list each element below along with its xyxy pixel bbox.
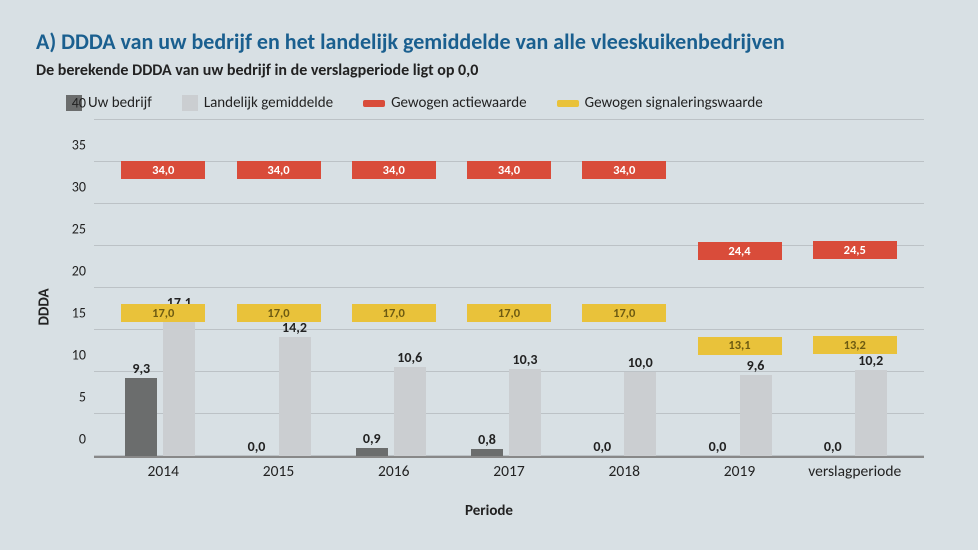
bar-label-series-a: 0,8 (478, 431, 496, 448)
section-title: A) DDDA van uw bedrijf en het landelijk … (36, 28, 942, 55)
bar-label-series-a: 0,0 (709, 438, 727, 455)
bar-series-b: 10,6 (394, 367, 426, 456)
threshold-action: 34,0 (352, 161, 436, 179)
bar-label-series-b: 10,0 (628, 354, 653, 371)
threshold-signal: 17,0 (467, 304, 551, 322)
y-tick-label: 5 (79, 389, 94, 406)
bar-series-b: 17,1 (163, 312, 195, 456)
bar-cluster: 0,0 10,0 34,0 17,0 (578, 120, 670, 456)
bar-cluster: 0,9 10,6 34,0 17,0 (348, 120, 440, 456)
bar-label-series-a: 0,0 (593, 438, 611, 455)
page: A) DDDA van uw bedrijf en het landelijk … (0, 0, 978, 528)
section-subtitle: De berekende DDDA van uw bedrijf in de v… (36, 61, 942, 80)
threshold-action: 34,0 (582, 161, 666, 179)
bar-series-b: 10,0 (624, 372, 656, 456)
bar-series-b: 14,2 (279, 337, 311, 456)
bar-label-series-a: 0,9 (363, 430, 381, 447)
threshold-action: 34,0 (467, 161, 551, 179)
legend-label-thresh-action: Gewogen actiewaarde (391, 94, 527, 112)
threshold-signal: 13,1 (698, 337, 782, 355)
y-tick-label: 30 (72, 179, 94, 196)
threshold-signal: 13,2 (813, 336, 897, 354)
y-tick-label: 40 (72, 95, 94, 112)
threshold-action: 34,0 (121, 161, 205, 179)
threshold-action: 24,4 (698, 242, 782, 260)
threshold-action: 24,5 (813, 241, 897, 259)
y-axis-label: DDDA (36, 288, 54, 325)
bar-cluster: 0,0 14,2 34,0 17,0 (233, 120, 325, 456)
bar-cluster: 9,317,134,017,0 (117, 120, 209, 456)
x-category-label: 2017 (454, 462, 564, 481)
threshold-signal: 17,0 (352, 304, 436, 322)
bar-series-b: 10,3 (509, 369, 541, 456)
x-category-label: 2014 (108, 462, 218, 481)
legend-item-series-b: Landelijk gemiddelde (182, 94, 333, 112)
threshold-action: 34,0 (237, 161, 321, 179)
x-category-label: 2015 (224, 462, 334, 481)
x-axis-label: Periode (465, 502, 513, 520)
chart-area: DDDA 05101520253035409,317,134,017,00,01… (36, 118, 942, 518)
legend-label-series-a: Uw bedrijf (88, 94, 152, 112)
legend: Uw bedrijf Landelijk gemiddelde Gewogen … (66, 94, 942, 112)
bar-label-series-a: 9,3 (132, 360, 150, 377)
bar-label-series-b: 10,6 (397, 349, 422, 366)
bar-series-b: 10,2 (855, 370, 887, 456)
bar-series-a: 0,8 (471, 449, 503, 456)
y-tick-label: 10 (72, 347, 94, 364)
x-category-label: 2018 (569, 462, 679, 481)
threshold-signal: 17,0 (582, 304, 666, 322)
x-category-label: 2019 (685, 462, 795, 481)
bar-cluster: 0,0 10,2 24,5 13,2 (809, 120, 901, 456)
bar-cluster: 0,8 10,3 34,0 17,0 (463, 120, 555, 456)
bar-cluster: 0,0 9,6 24,4 13,1 (694, 120, 786, 456)
threshold-signal: 17,0 (237, 304, 321, 322)
bar-label-series-b: 9,6 (747, 357, 765, 374)
y-tick-label: 35 (72, 137, 94, 154)
x-category-label: verslagperiode (800, 462, 910, 481)
legend-label-thresh-signal: Gewogen signaleringswaarde (585, 94, 763, 112)
y-tick-label: 20 (72, 263, 94, 280)
y-tick-label: 0 (79, 431, 94, 448)
x-category-label: 2016 (339, 462, 449, 481)
bar-label-series-b: 10,3 (513, 351, 538, 368)
bar-series-b: 9,6 (740, 375, 772, 456)
bar-label-series-b: 10,2 (858, 352, 883, 369)
bar-label-series-a: 0,0 (824, 438, 842, 455)
legend-item-thresh-signal: Gewogen signaleringswaarde (557, 94, 763, 112)
legend-swatch-thresh-signal (557, 100, 579, 107)
threshold-signal: 17,0 (121, 304, 205, 322)
plot-area: 05101520253035409,317,134,017,00,014,234… (94, 120, 924, 458)
legend-label-series-b: Landelijk gemiddelde (204, 94, 333, 112)
legend-swatch-thresh-action (363, 100, 385, 107)
y-tick-label: 15 (72, 305, 94, 322)
legend-item-thresh-action: Gewogen actiewaarde (363, 94, 527, 112)
bar-label-series-a: 0,0 (248, 438, 266, 455)
bar-series-a: 0,9 (356, 448, 388, 456)
bar-series-a: 9,3 (125, 378, 157, 456)
y-tick-label: 25 (72, 221, 94, 238)
legend-swatch-series-b (182, 95, 198, 111)
